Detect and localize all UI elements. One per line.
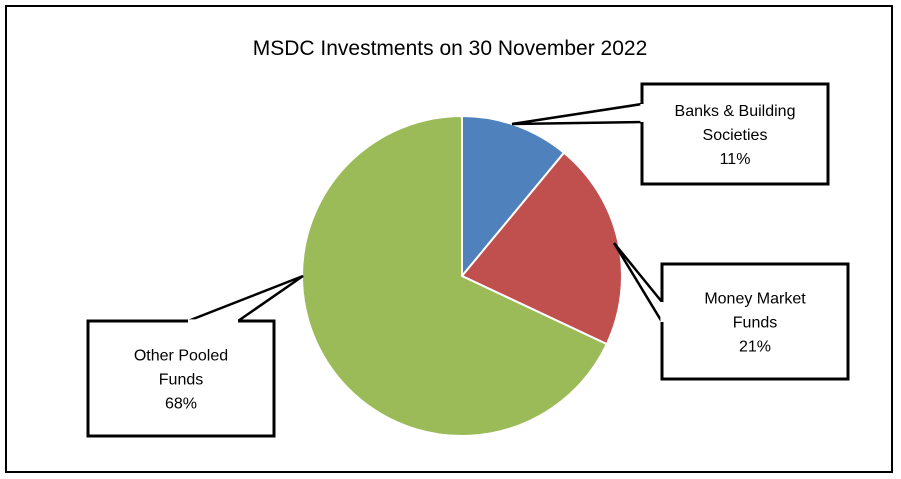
slice-callouts: Banks & Building Societies 11% Money Market… xyxy=(86,82,850,438)
slice-name-label: Funds xyxy=(159,372,203,389)
slice-percent-label: 21% xyxy=(739,339,771,356)
chart-title: MSDC Investments on 30 November 2022 xyxy=(253,37,648,60)
pie-slice-3 xyxy=(300,114,609,437)
pie-slices xyxy=(300,114,623,437)
pie-slice-1 xyxy=(461,114,566,279)
slice-name-label: Banks & Building xyxy=(675,103,796,120)
slice-name-label: Funds xyxy=(733,315,777,332)
slice-percent-label: 11% xyxy=(720,151,751,168)
callout-box-1 xyxy=(640,82,830,186)
slice-name-label: Other Pooled xyxy=(134,348,228,365)
slice-name-label: Money Market xyxy=(704,291,806,308)
slice-percent-label: 68% xyxy=(165,396,197,413)
pie-slice-2 xyxy=(460,151,623,346)
callout-pointer-1 xyxy=(511,102,644,126)
slice-name-label: Societies xyxy=(703,127,768,144)
callout-box-3 xyxy=(86,319,276,438)
callout-pointer-3 xyxy=(187,274,304,323)
